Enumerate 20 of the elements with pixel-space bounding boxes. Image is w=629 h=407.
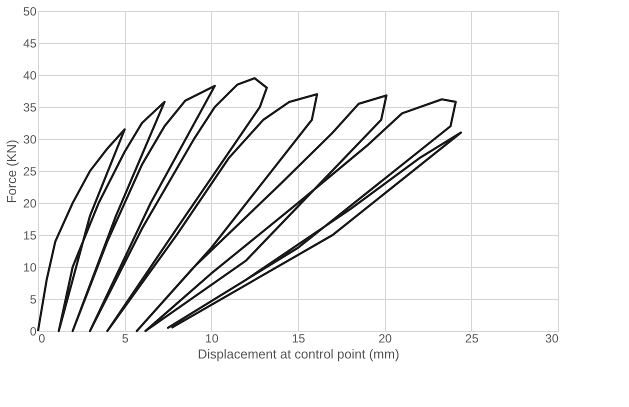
x-tick-label: 25: [465, 332, 479, 346]
x-tick-label: 15: [292, 332, 306, 346]
y-tick-label: 40: [23, 68, 37, 82]
y-tick-label: 25: [23, 164, 37, 178]
x-axis-title: Displacement at control point (mm): [198, 346, 400, 362]
y-tick-label: 30: [23, 132, 37, 146]
x-tick-label: 20: [378, 332, 392, 346]
x-tick-label: 10: [205, 332, 219, 346]
y-tick-label: 10: [23, 260, 37, 274]
x-tick-label: 30: [545, 332, 559, 346]
y-tick-label: 20: [23, 196, 37, 210]
line-series: [36, 77, 462, 332]
y-tick-label: 15: [23, 228, 37, 242]
y-tick-label: 5: [30, 292, 37, 306]
y-tick-label: 50: [23, 4, 37, 18]
y-tick-label: 35: [23, 100, 37, 114]
y-tick-label: 45: [23, 36, 37, 50]
x-tick-label: 0: [38, 332, 46, 346]
y-axis-title: Force (KN): [4, 140, 20, 204]
x-tick-label: 5: [122, 332, 129, 346]
